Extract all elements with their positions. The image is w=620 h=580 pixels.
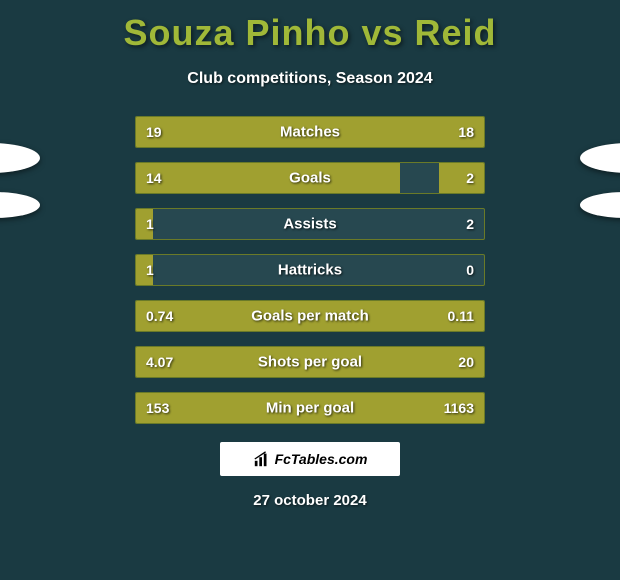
- stat-value-left: 1: [146, 216, 154, 232]
- stat-value-right: 2: [466, 170, 474, 186]
- comparison-chart: Matches1918Goals142Assists12Hattricks10G…: [70, 116, 550, 424]
- source-logo-text: FcTables.com: [275, 451, 368, 467]
- comparison-subtitle: Club competitions, Season 2024: [0, 70, 620, 88]
- stat-value-right: 1163: [444, 400, 474, 416]
- stat-row: Min per goal153 1163: [135, 392, 485, 424]
- stat-label: Matches: [136, 124, 484, 141]
- player-right-badge-1: [580, 143, 620, 173]
- stat-row: Goals14 2: [135, 162, 485, 194]
- stat-row: Goals per match0.74 0.11: [135, 300, 485, 332]
- source-logo: FcTables.com: [220, 442, 400, 476]
- comparison-title: Souza Pinho vs Reid: [0, 0, 620, 54]
- stat-value-right: 2: [466, 216, 474, 232]
- stat-value-right: 20: [458, 354, 474, 370]
- stat-value-left: 153: [146, 400, 169, 416]
- stat-value-right: 0: [466, 262, 474, 278]
- stat-value-left: 14: [146, 170, 162, 186]
- stat-value-left: 1: [146, 262, 154, 278]
- player-left-badge-2: [0, 192, 40, 218]
- stat-label: Shots per goal: [136, 354, 484, 371]
- stat-value-left: 0.74: [146, 308, 173, 324]
- stat-row: Hattricks1 0: [135, 254, 485, 286]
- chart-icon: [253, 450, 271, 468]
- footer-date: 27 october 2024: [0, 492, 620, 509]
- stat-row: Matches19 18: [135, 116, 485, 148]
- stat-value-left: 19: [146, 124, 162, 140]
- stat-label: Goals: [136, 170, 484, 187]
- stat-row: Shots per goal4.07 20: [135, 346, 485, 378]
- stat-value-right: 0.11: [448, 308, 474, 324]
- player-left-badge-1: [0, 143, 40, 173]
- stat-row: Assists1 2: [135, 208, 485, 240]
- stat-label: Goals per match: [136, 308, 484, 325]
- stat-value-left: 4.07: [146, 354, 173, 370]
- stat-value-right: 18: [458, 124, 474, 140]
- player-right-badge-2: [580, 192, 620, 218]
- stat-label: Min per goal: [136, 400, 484, 417]
- stat-label: Assists: [136, 216, 484, 233]
- stat-label: Hattricks: [136, 262, 484, 279]
